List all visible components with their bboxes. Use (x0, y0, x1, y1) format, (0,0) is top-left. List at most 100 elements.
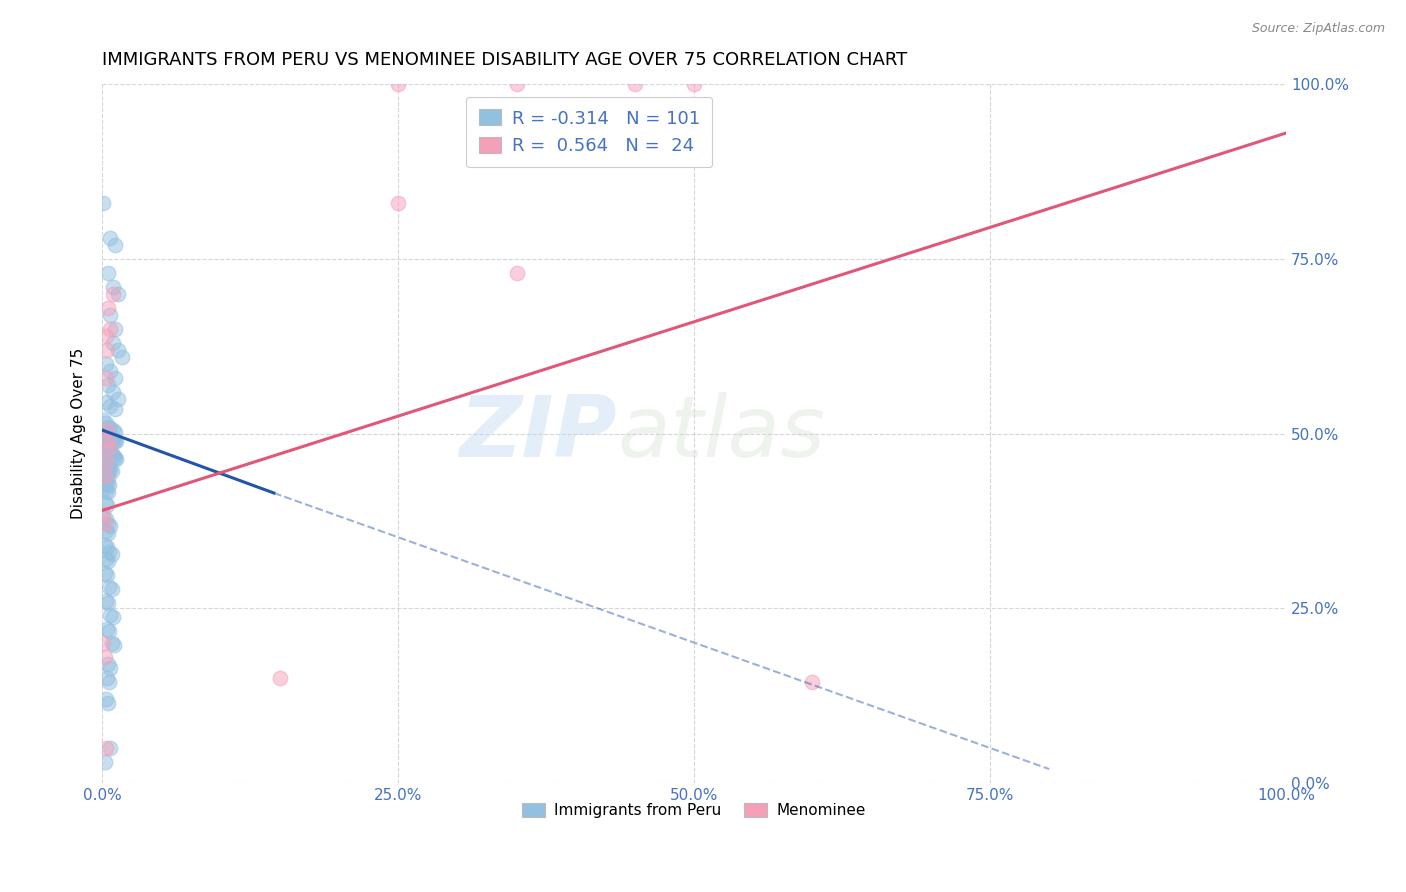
Point (97, 429, 120, 443)
Point (105, 434, 128, 449)
Point (94, 483, 117, 498)
Point (93, 483, 115, 497)
Point (98, 430, 121, 444)
Point (93, 454, 115, 468)
Point (107, 286, 129, 301)
Point (100, 431, 122, 445)
Point (96, 498, 118, 512)
Point (103, 638, 125, 652)
Text: IMMIGRANTS FROM PERU VS MENOMINEE DISABILITY AGE OVER 75 CORRELATION CHART: IMMIGRANTS FROM PERU VS MENOMINEE DISABI… (103, 51, 907, 69)
Point (93, 427, 115, 442)
Point (96, 343, 118, 357)
Point (683, 77, 706, 91)
Point (101, 423, 124, 437)
Point (100, 464, 122, 478)
Point (98, 580, 121, 594)
Point (105, 452, 128, 467)
Point (111, 350, 134, 364)
Point (97, 301, 120, 315)
Point (93, 412, 115, 426)
Point (93, 650, 115, 665)
Point (93, 566, 115, 581)
Point (107, 343, 129, 357)
Point (94, 416, 117, 430)
Point (97, 554, 120, 568)
Point (387, 196, 409, 211)
Point (100, 636, 122, 650)
Point (98, 624, 121, 638)
Point (93, 196, 115, 211)
Point (98, 444, 121, 458)
Point (103, 433, 125, 447)
Point (100, 421, 122, 435)
Point (96, 567, 118, 582)
Text: atlas: atlas (617, 392, 825, 475)
Point (97, 377, 120, 392)
Point (387, 77, 409, 91)
Point (100, 322, 122, 336)
Point (101, 280, 124, 294)
Point (98, 545, 121, 559)
Point (94, 524, 117, 539)
Point (94, 470, 117, 484)
Point (93, 475, 115, 490)
Point (94, 512, 117, 526)
Point (94, 357, 117, 371)
Point (505, 77, 527, 91)
Point (93, 468, 115, 483)
Point (101, 384, 124, 399)
Point (101, 286, 124, 301)
Point (93, 437, 115, 451)
Point (98, 674, 121, 689)
Point (97, 696, 120, 710)
Point (94, 370, 117, 384)
Point (801, 674, 824, 689)
Y-axis label: Disability Age Over 75: Disability Age Over 75 (72, 348, 86, 519)
Point (104, 370, 127, 384)
Point (100, 463, 122, 477)
Point (96, 428, 118, 442)
Point (94, 594, 117, 608)
Point (104, 434, 127, 448)
Point (101, 609, 124, 624)
Point (100, 364, 122, 378)
Point (101, 448, 124, 462)
Point (104, 451, 127, 466)
Point (96, 423, 118, 437)
Point (97, 657, 120, 672)
Point (96, 458, 118, 473)
Point (97, 596, 120, 610)
Point (100, 231, 122, 245)
Point (97, 266, 120, 280)
Point (97, 419, 120, 434)
Point (94, 741, 117, 756)
Point (107, 392, 129, 406)
Point (101, 335, 124, 350)
Text: Source: ZipAtlas.com: Source: ZipAtlas.com (1251, 22, 1385, 36)
Point (100, 741, 122, 756)
Point (269, 671, 291, 685)
Point (94, 458, 117, 472)
Point (97, 460, 120, 475)
Point (104, 425, 127, 440)
Point (97, 434, 120, 448)
Point (100, 661, 122, 675)
Point (97, 525, 120, 540)
Point (93, 538, 115, 552)
Point (505, 266, 527, 280)
Point (97, 517, 120, 532)
Point (98, 478, 121, 492)
Point (93, 636, 115, 650)
Point (93, 438, 115, 452)
Text: ZIP: ZIP (460, 392, 617, 475)
Point (98, 441, 121, 455)
Point (98, 461, 121, 475)
Point (94, 440, 117, 454)
Point (104, 238, 127, 252)
Point (104, 322, 127, 336)
Point (104, 402, 127, 417)
Point (93, 755, 115, 769)
Point (93, 510, 115, 524)
Point (93, 507, 115, 521)
Point (101, 432, 124, 446)
